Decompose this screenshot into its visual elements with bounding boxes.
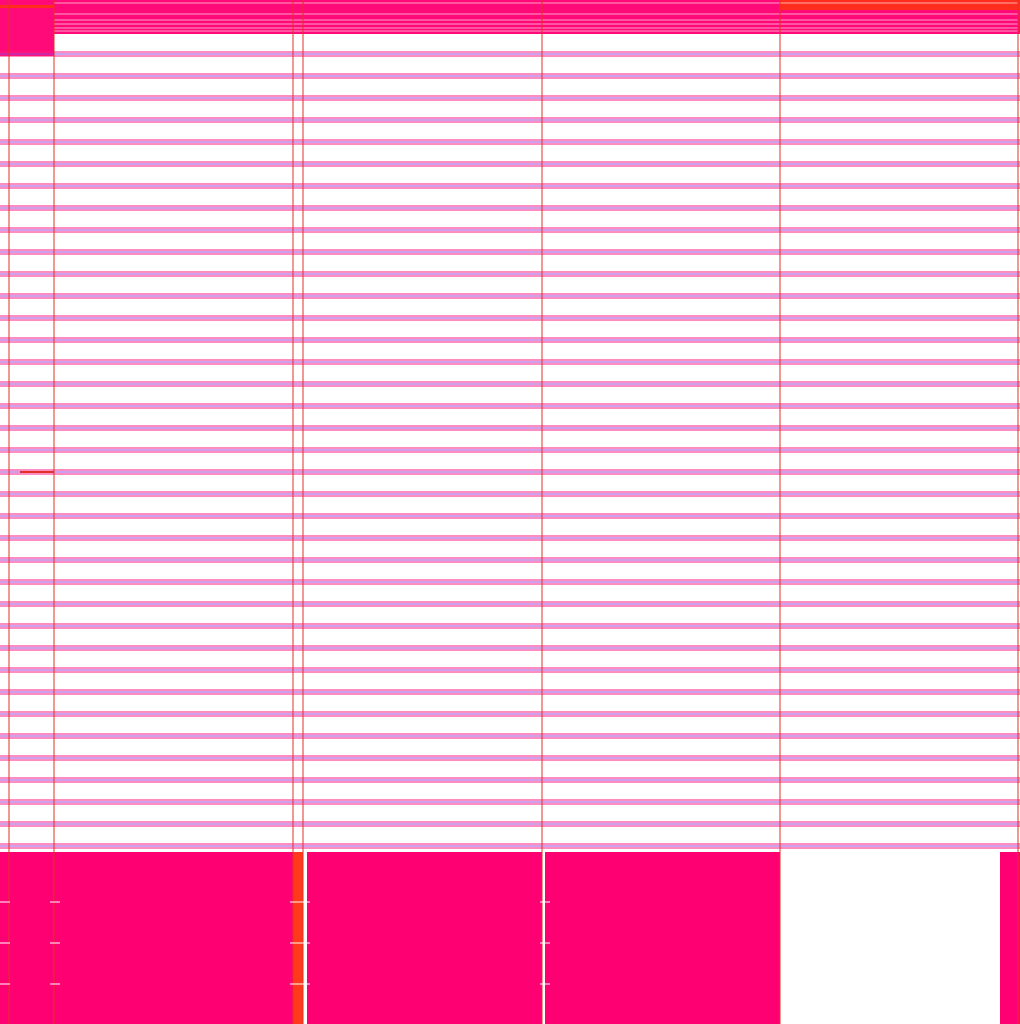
bottom-panel [307,852,542,1024]
header-bar [0,0,780,34]
bottom-panel [1000,852,1020,1024]
corner-accent [0,5,54,8]
header-accent [780,0,1020,10]
bottom-panel [0,852,54,1024]
bottom-panel [545,852,780,1024]
corner-cell [0,34,54,56]
bottom-panel [54,852,293,1024]
bottom-divider [293,852,303,1024]
